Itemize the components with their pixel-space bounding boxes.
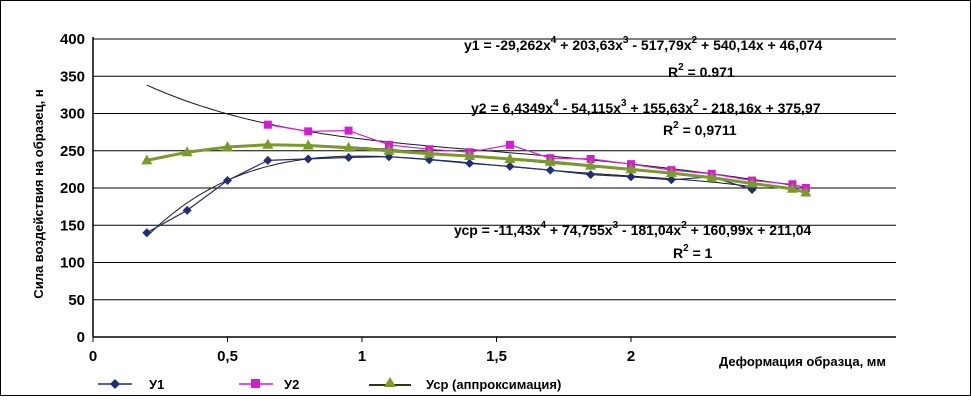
x-tick-label: 2 bbox=[627, 348, 635, 365]
data-point bbox=[303, 154, 313, 164]
data-point bbox=[544, 155, 556, 166]
data-point bbox=[383, 144, 395, 155]
x-tick-label: 1 bbox=[358, 348, 366, 365]
x-tick-label: 0,5 bbox=[217, 348, 238, 365]
y-tick-label: 400 bbox=[60, 31, 85, 48]
y-tick-label: 50 bbox=[68, 292, 85, 309]
series-line-1 bbox=[146, 156, 753, 234]
data-point bbox=[222, 141, 233, 152]
data-point bbox=[505, 161, 515, 171]
data-point bbox=[304, 127, 313, 136]
legend-item-ycp: Уср (аппроксимация) bbox=[369, 377, 561, 392]
data-point bbox=[586, 170, 596, 180]
series-group bbox=[141, 120, 812, 238]
data-point bbox=[545, 165, 555, 175]
trendline-equation-y1: y1 = -29,262x4 + 203,63x3 - 517,79x2 + 5… bbox=[464, 35, 823, 53]
data-point bbox=[625, 163, 637, 174]
trendline-equation-y2: y2 = 6,4349x4 - 54,115x3 + 155,63x2 - 21… bbox=[471, 98, 821, 116]
y-tick-label: 250 bbox=[60, 143, 85, 160]
data-point bbox=[800, 186, 812, 197]
data-point bbox=[786, 182, 798, 193]
grid-lines bbox=[93, 38, 896, 301]
data-point bbox=[181, 146, 193, 157]
svg-text:R2 = 0.971: R2 = 0.971 bbox=[668, 62, 735, 80]
y-tick-label: 350 bbox=[60, 68, 85, 85]
data-point bbox=[302, 139, 314, 150]
trendline-ycp bbox=[146, 144, 806, 194]
y-axis-title: Сила воздействия на образец, н bbox=[31, 89, 46, 298]
series-line-3 bbox=[146, 143, 807, 194]
legend-label-y1: У1 bbox=[149, 377, 164, 392]
data-point bbox=[344, 152, 354, 162]
data-point bbox=[343, 141, 355, 152]
data-point bbox=[746, 177, 758, 188]
data-point bbox=[504, 152, 516, 163]
data-point bbox=[665, 167, 677, 178]
data-point bbox=[505, 140, 514, 149]
data-point bbox=[141, 154, 153, 165]
data-point bbox=[586, 154, 595, 163]
data-point bbox=[263, 120, 272, 129]
data-point bbox=[465, 158, 475, 168]
data-point bbox=[344, 126, 353, 135]
legend: У1 У2 Уср (аппроксимация) bbox=[98, 377, 561, 392]
svg-text:R2 = 0,9711: R2 = 0,9711 bbox=[663, 120, 737, 138]
trendline-equation-ycp: уср = -11,43x4 + 74,755x3 - 181,04x2 + 1… bbox=[454, 220, 812, 238]
r-squared-y2: R2 = 0,9711 bbox=[663, 120, 737, 138]
legend-item-y2: У2 bbox=[239, 377, 299, 392]
data-point bbox=[223, 176, 232, 186]
legend-item-y1: У1 bbox=[98, 377, 164, 392]
x-tick-label: 0 bbox=[89, 348, 97, 365]
data-point bbox=[464, 149, 476, 160]
data-point bbox=[262, 138, 274, 149]
y-tick-label: 300 bbox=[60, 106, 85, 123]
svg-text:y2 = 6,4349x4 - 54,115x3 + 155: y2 = 6,4349x4 - 54,115x3 + 155,63x2 - 21… bbox=[471, 98, 821, 116]
legend-label-y2: У2 bbox=[284, 377, 299, 392]
x-tick-label: 1,5 bbox=[486, 348, 507, 365]
svg-text:уср = -11,43x4 + 74,755x3 - 18: уср = -11,43x4 + 74,755x3 - 181,04x2 + 1… bbox=[454, 220, 812, 238]
data-point bbox=[182, 205, 192, 215]
data-point bbox=[423, 147, 435, 158]
data-point bbox=[666, 175, 676, 185]
x-axis-title: Деформация образца, мм bbox=[719, 354, 886, 369]
y-tick-label: 200 bbox=[60, 180, 85, 197]
r-squared-y1: R2 = 0.971 bbox=[668, 62, 735, 80]
tick-labels: 0 50 100 150 200 250 300 350 400 0 0,5 1 1,5 2 bbox=[60, 31, 635, 365]
data-point bbox=[263, 155, 273, 165]
axes bbox=[92, 37, 896, 342]
data-point bbox=[706, 171, 718, 182]
legend-label-ycp: Уср (аппроксимация) bbox=[426, 377, 561, 392]
svg-text:R2 = 1: R2 = 1 bbox=[673, 243, 713, 261]
trendline-y2 bbox=[146, 84, 806, 188]
data-point bbox=[142, 228, 152, 238]
r-squared-ycp: R2 = 1 bbox=[673, 243, 713, 261]
y-tick-label: 100 bbox=[60, 255, 85, 272]
y-tick-label: 150 bbox=[60, 217, 85, 234]
y-tick-label: 0 bbox=[77, 329, 85, 346]
data-point bbox=[626, 172, 636, 182]
svg-text:y1 = -29,262x4 + 203,63x3 - 51: y1 = -29,262x4 + 203,63x3 - 517,79x2 + 5… bbox=[464, 35, 823, 53]
data-point bbox=[585, 159, 597, 170]
